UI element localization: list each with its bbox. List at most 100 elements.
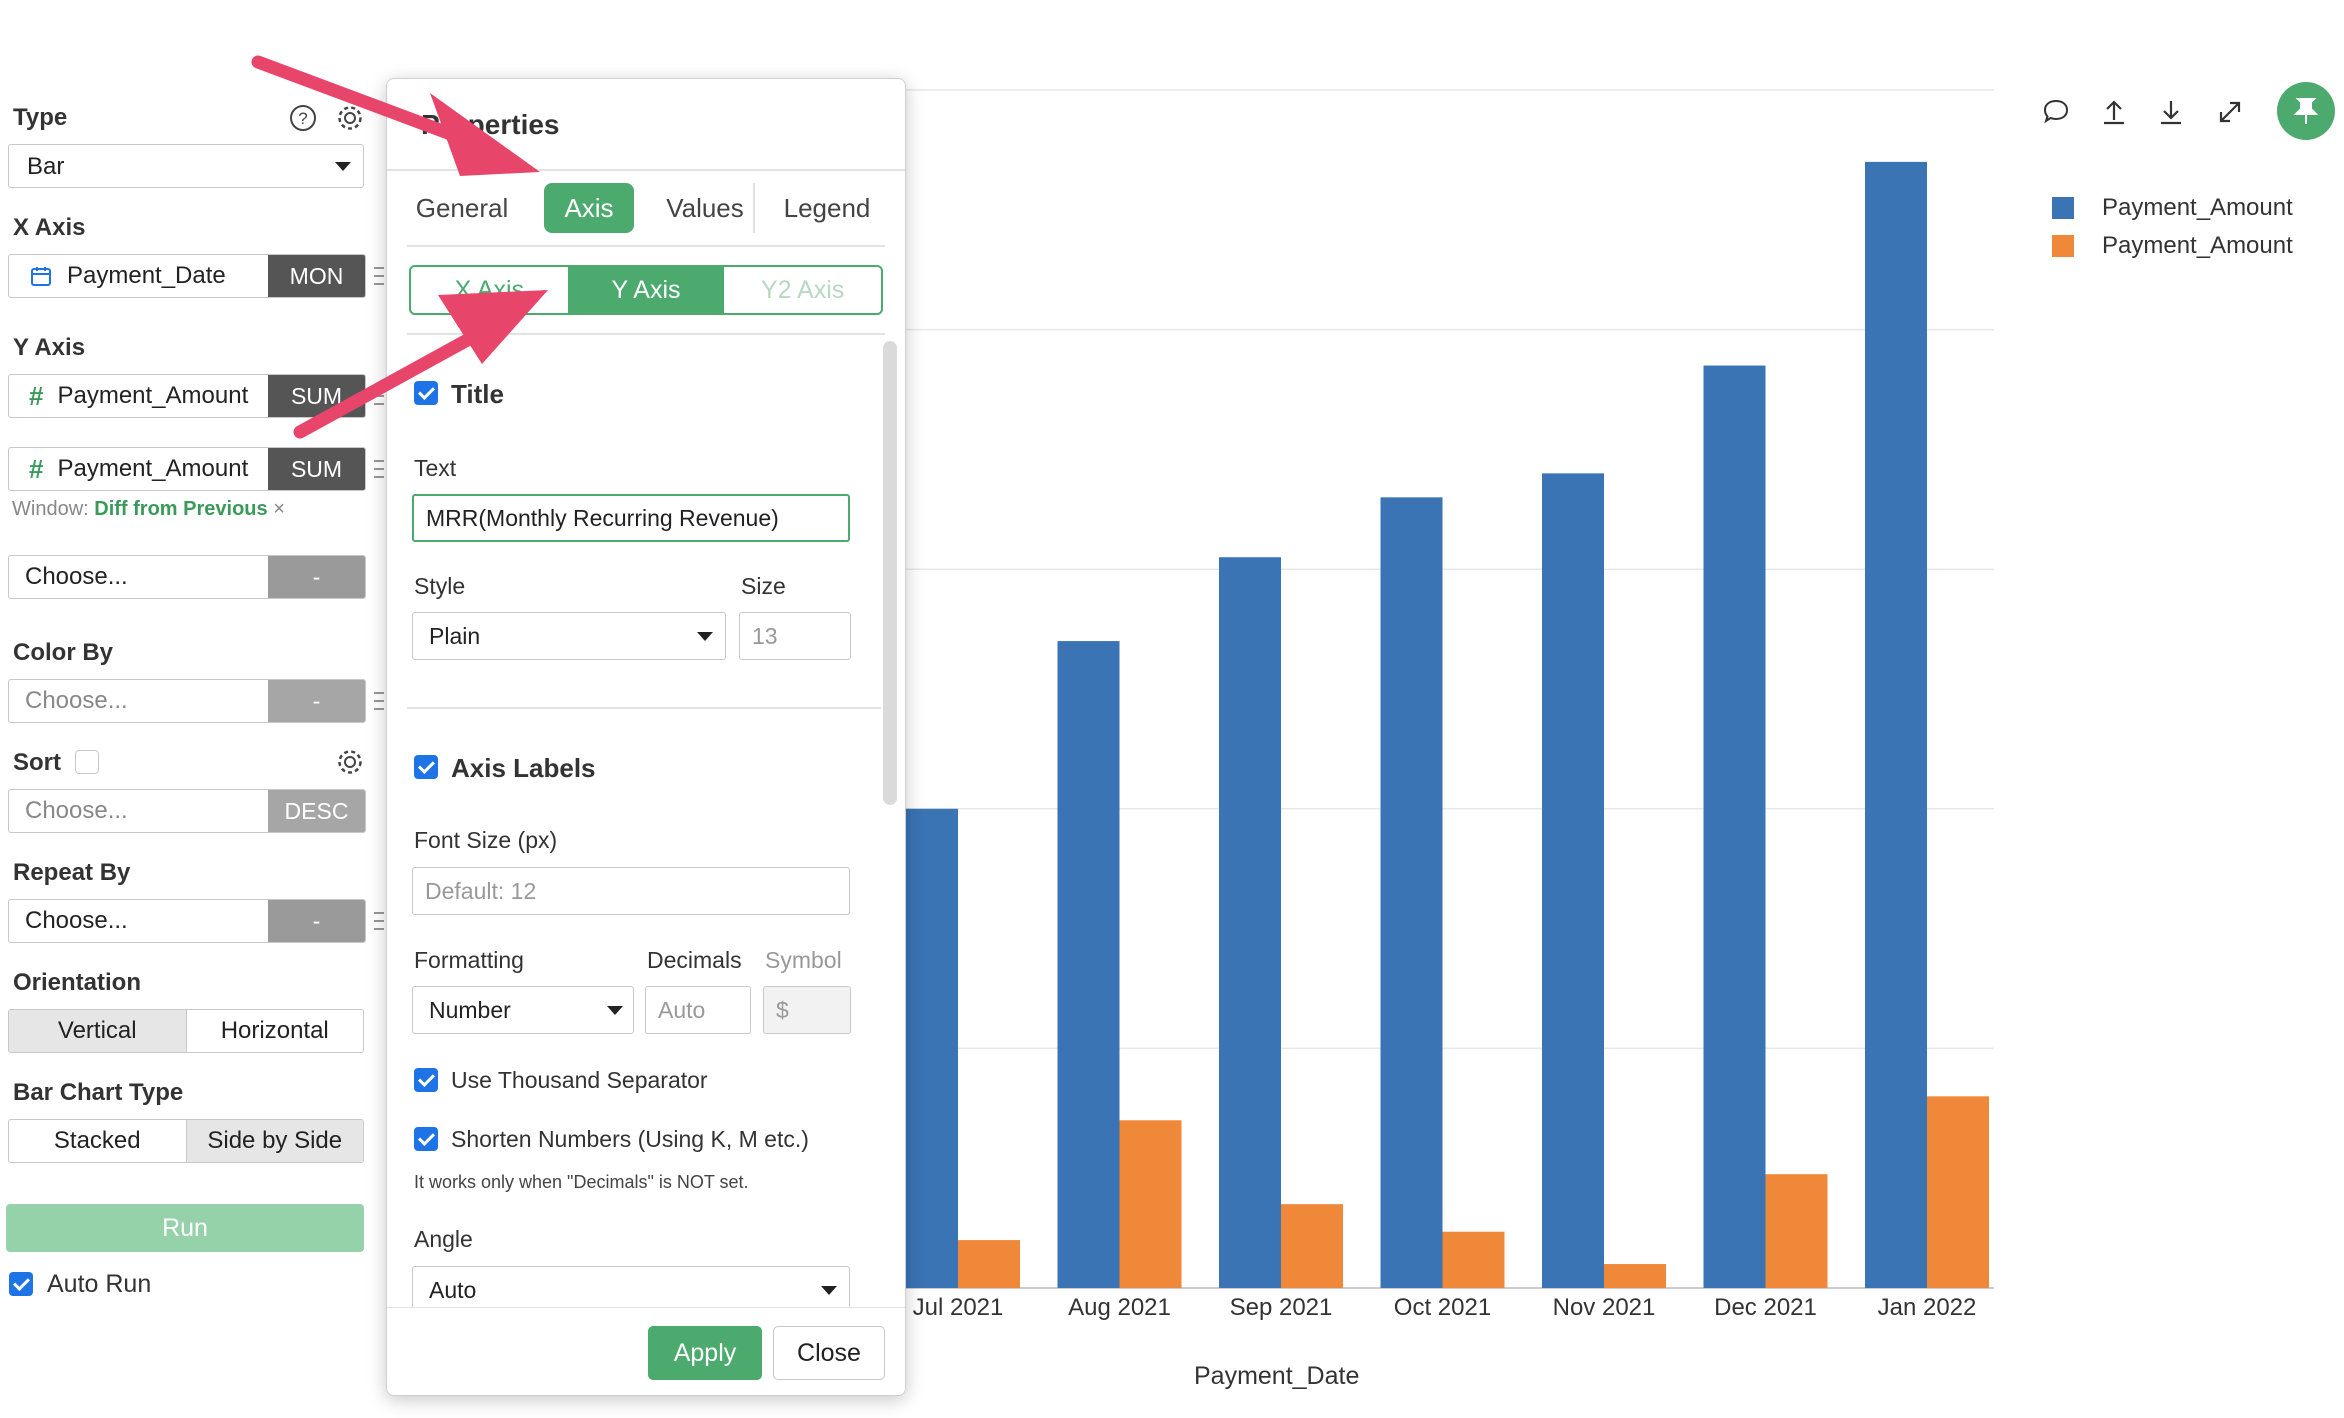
bar-orange-0[interactable]: [958, 1240, 1020, 1288]
tab-axis[interactable]: Axis: [544, 183, 634, 233]
bar-orange-1[interactable]: [1119, 1120, 1182, 1288]
sort-field[interactable]: Choose... DESC: [8, 789, 366, 833]
symbol-label: Symbol: [765, 947, 842, 973]
remove-window-icon[interactable]: ×: [273, 498, 285, 520]
y-axis-field-2-agg[interactable]: SUM: [268, 448, 365, 490]
y-axis-add-field[interactable]: Choose... -: [8, 555, 366, 599]
close-button[interactable]: Close: [773, 1326, 885, 1380]
auto-run-checkbox[interactable]: [9, 1272, 33, 1296]
legend-label-2: Payment_Amount: [2102, 232, 2293, 259]
drag-handle-icon[interactable]: [374, 912, 384, 930]
y-axis-label: Y Axis: [13, 334, 86, 361]
y-axis-field-1[interactable]: # Payment_Amount SUM: [8, 374, 366, 418]
subtab-y2-axis[interactable]: Y2 Axis: [760, 275, 845, 304]
x-axis-field[interactable]: Payment_Date MON: [8, 254, 366, 298]
window-calc-link[interactable]: Diff from Previous: [94, 498, 268, 520]
decimals-label: Decimals: [647, 947, 742, 973]
bar-blue-4[interactable]: [1542, 473, 1604, 1288]
expand-icon[interactable]: [2214, 96, 2246, 128]
orientation-vertical[interactable]: Vertical: [9, 1010, 186, 1052]
symbol-input[interactable]: $: [763, 986, 851, 1034]
drag-handle-icon[interactable]: [374, 387, 384, 405]
bar-blue-2[interactable]: [1219, 557, 1281, 1288]
number-icon: #: [29, 453, 44, 484]
font-size-input[interactable]: Default: 12: [412, 867, 850, 915]
dialog-scrollbar[interactable]: [883, 341, 897, 805]
bar-orange-4[interactable]: [1604, 1264, 1666, 1288]
drag-handle-icon[interactable]: [374, 692, 384, 710]
tab-divider: [753, 183, 755, 233]
sort-checkbox[interactable]: [75, 750, 99, 774]
formatting-select[interactable]: Number: [412, 986, 634, 1034]
repeat-by-field[interactable]: Choose... -: [8, 899, 366, 943]
shorten-numbers-checkbox[interactable]: [414, 1127, 438, 1151]
number-icon: #: [29, 380, 44, 411]
bar-type-stacked[interactable]: Stacked: [9, 1120, 186, 1162]
color-by-agg[interactable]: -: [268, 680, 365, 722]
x-axis-field-name: Payment_Date: [67, 262, 226, 289]
axis-labels-checkbox[interactable]: [414, 755, 438, 779]
y-axis-field-2-name: Payment_Amount: [57, 455, 249, 482]
type-select[interactable]: Bar: [8, 144, 364, 188]
bar-orange-2[interactable]: [1281, 1204, 1343, 1288]
bar-blue-1[interactable]: [1057, 641, 1120, 1288]
bar-orange-5[interactable]: [1765, 1174, 1828, 1288]
subtab-y-axis[interactable]: Y Axis: [567, 267, 725, 313]
y-axis-choose-agg[interactable]: -: [268, 556, 365, 598]
drag-handle-icon[interactable]: [374, 460, 384, 478]
sort-settings-gear-icon[interactable]: [336, 748, 364, 776]
tab-general[interactable]: General: [415, 192, 509, 223]
x-axis-agg-button[interactable]: MON: [268, 255, 365, 297]
chevron-down-icon: [697, 632, 713, 641]
bar-orange-6[interactable]: [1927, 1096, 1989, 1288]
font-size-label: Font Size (px): [414, 827, 558, 853]
legend-swatch-blue: [2052, 197, 2074, 219]
text-label: Text: [414, 455, 457, 481]
style-select[interactable]: Plain: [412, 612, 726, 660]
repeat-by-agg[interactable]: -: [268, 900, 365, 942]
orientation-horizontal[interactable]: Horizontal: [185, 1010, 363, 1052]
bar-orange-3[interactable]: [1442, 1231, 1505, 1288]
comment-icon[interactable]: [2040, 96, 2072, 128]
title-checkbox[interactable]: [414, 381, 438, 405]
help-icon[interactable]: ?: [289, 104, 317, 132]
bar-blue-6[interactable]: [1865, 161, 1927, 1288]
size-input[interactable]: 13: [739, 612, 851, 660]
chevron-down-icon: [821, 1286, 837, 1295]
axis-subtabs: X Axis Y Axis Y2 Axis: [409, 265, 883, 315]
tab-values[interactable]: Values: [666, 192, 744, 223]
upload-icon[interactable]: [2098, 96, 2130, 128]
bar-blue-0[interactable]: [896, 808, 958, 1288]
thousand-separator-checkbox[interactable]: [414, 1068, 438, 1092]
apply-button[interactable]: Apply: [648, 1326, 762, 1380]
axis-title-input[interactable]: MRR(Monthly Recurring Revenue): [412, 494, 850, 542]
svg-text:?: ?: [298, 109, 307, 128]
shorten-numbers-label: Shorten Numbers (Using K, M etc.): [451, 1126, 809, 1152]
pin-button[interactable]: [2277, 82, 2335, 140]
drag-handle-icon[interactable]: [374, 267, 384, 285]
title-checkbox-label: Title: [451, 379, 504, 409]
x-tick-label: Nov 2021: [1553, 1294, 1656, 1321]
color-by-field[interactable]: Choose... -: [8, 679, 366, 723]
bar-blue-5[interactable]: [1703, 365, 1766, 1288]
bar-type-side-by-side[interactable]: Side by Side: [185, 1120, 363, 1162]
x-axis-title: Payment_Date: [1194, 1362, 1360, 1390]
x-tick-label: Jul 2021: [913, 1294, 1004, 1321]
x-tick-label: Jan 2022: [1878, 1294, 1977, 1321]
sort-order-button[interactable]: DESC: [268, 790, 365, 832]
angle-select[interactable]: Auto: [412, 1266, 850, 1314]
run-button[interactable]: Run: [6, 1204, 364, 1252]
download-icon[interactable]: [2155, 96, 2187, 128]
settings-gear-icon[interactable]: [336, 104, 364, 132]
divider: [407, 333, 885, 335]
tab-legend[interactable]: Legend: [783, 192, 871, 223]
y-axis-field-2[interactable]: # Payment_Amount SUM: [8, 447, 366, 491]
bar-chart-type-toggle: Stacked Side by Side: [8, 1119, 364, 1163]
subtab-x-axis[interactable]: X Axis: [454, 275, 525, 304]
legend-swatch-orange: [2052, 235, 2074, 257]
y-axis-field-1-agg[interactable]: SUM: [268, 375, 365, 417]
decimals-input[interactable]: Auto: [645, 986, 751, 1034]
x-axis-label: X Axis: [13, 214, 86, 241]
bar-blue-3[interactable]: [1380, 497, 1443, 1288]
